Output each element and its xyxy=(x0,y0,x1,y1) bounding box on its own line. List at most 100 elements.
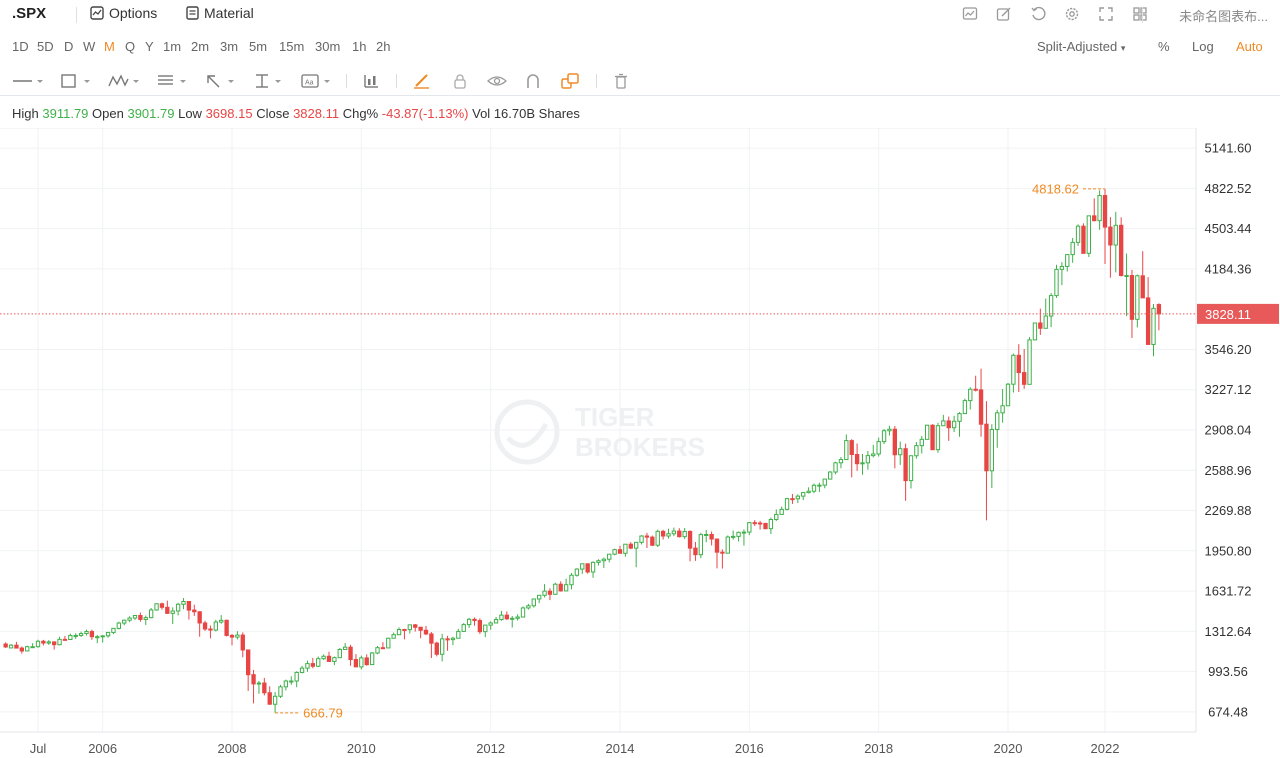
split-adjusted-dropdown[interactable]: Split-Adjusted ▾ xyxy=(1037,39,1125,54)
candle-body-up xyxy=(391,634,396,639)
period-D[interactable]: D xyxy=(64,39,74,54)
time-tick-label: 2018 xyxy=(864,741,893,756)
period-5D[interactable]: 5D xyxy=(37,39,54,54)
candle xyxy=(380,642,386,650)
material-button[interactable]: Material xyxy=(186,5,254,21)
fib-tool-icon[interactable] xyxy=(157,72,189,90)
layout-grid-icon[interactable] xyxy=(1130,4,1150,24)
candle xyxy=(1092,198,1097,222)
candle-body-up xyxy=(30,646,35,649)
split-adjusted-label: Split-Adjusted xyxy=(1037,39,1118,54)
period-15m[interactable]: 15m xyxy=(279,39,305,54)
rectangle-tool-icon[interactable] xyxy=(60,72,92,90)
fullscreen-icon[interactable] xyxy=(1096,4,1116,24)
candle-body-up xyxy=(1135,275,1140,320)
candle-body-up xyxy=(1027,339,1032,385)
candle xyxy=(531,598,536,608)
candle xyxy=(337,648,342,659)
pencil-icon[interactable] xyxy=(413,72,431,90)
options-button[interactable]: Options xyxy=(90,5,157,21)
lock-icon[interactable] xyxy=(452,72,468,90)
candle xyxy=(251,669,256,704)
symbol-label[interactable]: .SPX xyxy=(12,5,47,22)
time-tick-label: 2022 xyxy=(1091,741,1120,756)
candle xyxy=(256,681,262,694)
log-scale-button[interactable]: Log xyxy=(1192,39,1214,54)
candle-body-down xyxy=(445,638,450,641)
candle-body-down xyxy=(402,629,407,632)
layout-name-dropdown[interactable]: 未命名图表布... xyxy=(1179,9,1268,24)
candle xyxy=(1070,237,1075,263)
candle xyxy=(364,654,369,666)
candle xyxy=(687,530,693,562)
candle xyxy=(348,644,353,666)
candle xyxy=(62,635,68,641)
open-label: Open xyxy=(92,106,124,121)
low-label: Low xyxy=(178,106,202,121)
period-2h[interactable]: 2h xyxy=(376,39,391,54)
last-price-label: 3828.11 xyxy=(1205,307,1251,322)
period-30m[interactable]: 30m xyxy=(315,39,341,54)
candle xyxy=(650,535,655,547)
text-tool-icon[interactable]: Aa xyxy=(301,72,333,90)
candle-body-down xyxy=(353,659,359,668)
candle xyxy=(321,654,326,661)
price-chart[interactable]: TIGER BROKERS 3828.11 4818.62 666.79 5141.… xyxy=(0,128,1280,758)
period-3m[interactable]: 3m xyxy=(220,39,239,54)
magnet-icon[interactable] xyxy=(525,72,541,90)
candle-body-up xyxy=(483,624,488,633)
candle-body-up xyxy=(881,430,887,443)
candle xyxy=(386,637,391,649)
candle-body-up xyxy=(35,640,41,648)
chart-type-icon[interactable] xyxy=(960,4,980,24)
candle-body-down xyxy=(310,663,316,667)
percent-scale-button[interactable]: % xyxy=(1158,39,1170,54)
multi-window-icon[interactable] xyxy=(561,72,579,90)
candle-body-up xyxy=(574,568,580,576)
candle xyxy=(914,441,919,459)
candle-body-down xyxy=(677,530,682,538)
candle xyxy=(978,368,984,437)
pattern-tool-icon[interactable] xyxy=(108,72,140,90)
period-M[interactable]: M xyxy=(104,39,115,54)
candle xyxy=(563,578,569,592)
candle xyxy=(219,615,224,624)
time-axis[interactable]: Jul 2006 2008 2010 2012 2014 2016 2018 2020 2022 xyxy=(30,741,1120,756)
candle-body-up xyxy=(1043,315,1048,329)
line-tool-icon[interactable] xyxy=(12,72,44,90)
period-1m[interactable]: 1m xyxy=(163,39,182,54)
candle-body-down xyxy=(89,631,95,638)
candle-body-up xyxy=(725,536,730,554)
reset-icon[interactable] xyxy=(1028,4,1048,24)
candle-body-down xyxy=(251,674,256,685)
period-2m[interactable]: 2m xyxy=(191,39,210,54)
candle-body-up xyxy=(747,522,752,533)
candle xyxy=(1113,211,1118,273)
measure-tool-icon[interactable] xyxy=(254,72,286,90)
period-Q[interactable]: Q xyxy=(125,39,136,54)
period-1D[interactable]: 1D xyxy=(12,39,29,54)
gear-icon[interactable] xyxy=(1062,4,1082,24)
candle xyxy=(1145,277,1151,345)
candle-body-up xyxy=(908,455,914,482)
candle-body-down xyxy=(973,388,978,391)
edit-icon[interactable] xyxy=(994,4,1014,24)
auto-scale-button[interactable]: Auto xyxy=(1236,39,1263,54)
candle-body-down xyxy=(14,644,19,649)
period-Y[interactable]: Y xyxy=(145,39,154,54)
candle-body-up xyxy=(531,598,536,607)
trash-icon[interactable] xyxy=(613,72,629,90)
period-W[interactable]: W xyxy=(83,39,96,54)
period-5m[interactable]: 5m xyxy=(249,39,268,54)
candle-body-up xyxy=(811,484,817,492)
period-1h[interactable]: 1h xyxy=(352,39,367,54)
candle-body-up xyxy=(601,558,607,562)
price-tick-label: 2588.96 xyxy=(1205,463,1252,478)
price-axis[interactable]: 5141.60 4822.52 4503.44 4184.36 3546.20 3227.… xyxy=(1205,141,1252,720)
eye-icon[interactable] xyxy=(487,72,507,90)
candle-body-up xyxy=(968,388,973,402)
candle-body-up xyxy=(175,603,181,612)
arrow-tool-icon[interactable] xyxy=(205,72,237,90)
candle xyxy=(450,636,456,646)
indicator-tool-icon[interactable] xyxy=(363,72,379,90)
